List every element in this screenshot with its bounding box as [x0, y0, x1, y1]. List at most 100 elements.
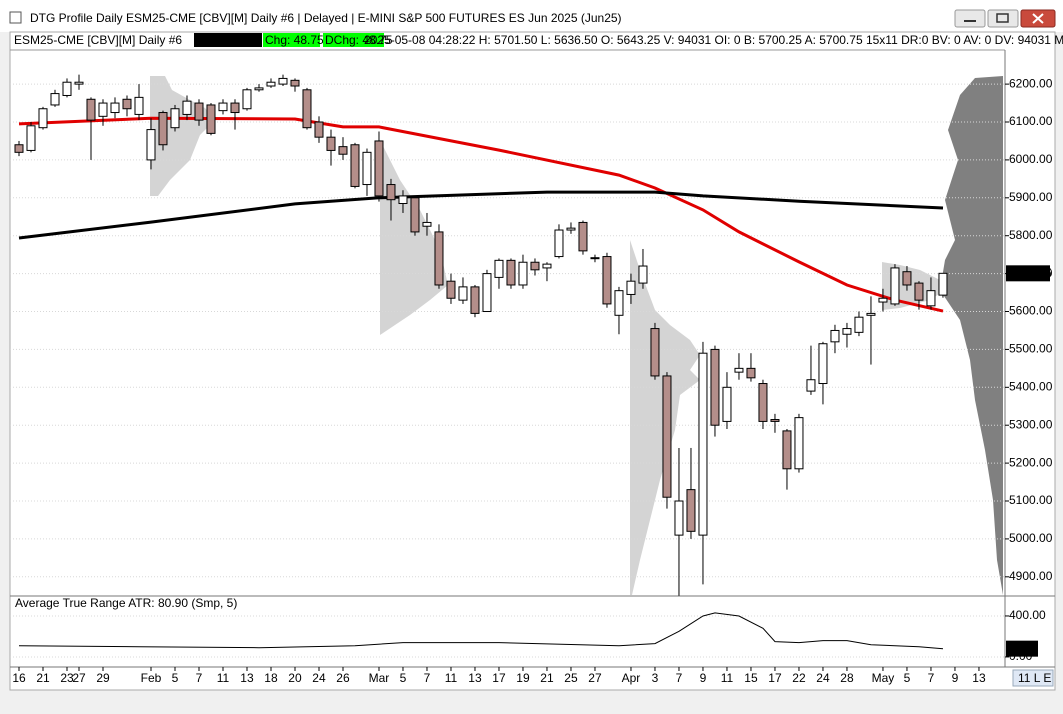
candle-body [830, 329, 840, 343]
candle-body [482, 273, 492, 313]
atr-tick-label: 400.00 [1009, 608, 1046, 622]
candle-body [842, 328, 852, 335]
candle-body [662, 375, 672, 498]
corner-box [1012, 669, 1054, 687]
candle-body [926, 290, 936, 307]
candle-body [470, 286, 480, 314]
x-tick-label: 17 [492, 671, 506, 685]
x-tick-label: 13 [468, 671, 482, 685]
x-tick-label: 3 [652, 671, 659, 685]
y-tick-label: 4900.00 [1009, 569, 1053, 583]
y-tick-label: 5600.00 [1009, 304, 1053, 318]
candle-body [770, 419, 780, 422]
candle-body [386, 184, 396, 201]
last-price-label: 5700.75 [1008, 265, 1052, 279]
candle-body [206, 104, 216, 134]
change-badge [263, 33, 320, 47]
candle-body [134, 96, 144, 115]
candle-body [530, 261, 540, 271]
candle-body [230, 102, 240, 114]
candle-body [242, 89, 252, 110]
x-tick-label: 9 [952, 671, 959, 685]
title-bar [0, 0, 1063, 32]
x-tick-label: 13 [972, 671, 986, 685]
y-tick-label: 5000.00 [1009, 531, 1053, 545]
candle-body [890, 267, 900, 305]
candle-body [902, 271, 912, 286]
candle-body [182, 100, 192, 115]
candle-body [290, 79, 300, 87]
x-tick-label: Mar [369, 671, 390, 685]
x-tick-label: 7 [424, 671, 431, 685]
corner-label: 11 L E [1018, 671, 1051, 685]
candle-body [854, 316, 864, 333]
candle-body [938, 272, 948, 296]
volume-profile [380, 140, 448, 335]
y-tick-label: 5500.00 [1009, 342, 1053, 356]
atr-last-label: 80.90 [1008, 641, 1038, 655]
x-tick-label: 13 [240, 671, 254, 685]
candle-body [218, 102, 228, 112]
maximize-button[interactable] [987, 9, 1019, 28]
candle-body [314, 121, 324, 138]
atr-title: Average True Range ATR: 80.90 (Smp, 5) [15, 596, 237, 610]
candle-body [758, 383, 768, 422]
x-tick-label: 9 [700, 671, 707, 685]
maximize-icon [996, 13, 1009, 23]
x-tick-label: 25 [564, 671, 578, 685]
x-tick-label: 15 [744, 671, 758, 685]
candle-body [746, 367, 756, 379]
candle-body [254, 87, 264, 91]
candle-body [26, 125, 36, 151]
change-badge [323, 33, 384, 47]
minimize-button[interactable] [954, 9, 986, 28]
candle-body [626, 280, 636, 295]
candle-body [338, 146, 348, 155]
candle-body [614, 290, 624, 316]
candle-body [110, 102, 120, 114]
x-tick-label: 11 [445, 671, 458, 685]
candle-body [542, 263, 552, 269]
candle-body [650, 328, 660, 377]
candle-body [350, 144, 360, 187]
candle-body [506, 259, 516, 286]
candle-body [302, 89, 312, 129]
candle-body [866, 312, 876, 316]
app-icon [9, 11, 22, 24]
atr-line [18, 612, 944, 650]
close-icon [1032, 13, 1044, 24]
x-tick-label: 5 [400, 671, 407, 685]
candle-body [578, 221, 588, 252]
x-tick-label: 24 [816, 671, 830, 685]
x-tick-label: 7 [196, 671, 203, 685]
x-tick-label: 5 [172, 671, 179, 685]
y-tick-label: 5200.00 [1009, 455, 1053, 469]
candle-body [98, 102, 108, 117]
candle-body [14, 144, 24, 153]
x-tick-label: 17 [768, 671, 782, 685]
x-tick-label: 21 [540, 671, 554, 685]
candle-body [62, 81, 72, 96]
candle-body [782, 430, 792, 470]
candle-body [38, 108, 48, 129]
candle-body [422, 221, 432, 227]
x-tick-label: 7 [928, 671, 935, 685]
candle-body [74, 81, 84, 85]
x-tick-label: 7 [676, 671, 683, 685]
x-tick-label: 18 [264, 671, 278, 685]
candle-body [722, 386, 732, 422]
candle-body [518, 261, 528, 286]
candle-body [50, 93, 60, 106]
x-tick-label: 11 [217, 671, 230, 685]
candle-body [878, 297, 888, 303]
info-text: C: 5700.75 [196, 33, 255, 47]
candle-body [734, 367, 744, 373]
info-text: ESM25-CME [CBV][M] Daily #6 [14, 33, 182, 47]
candle-body [566, 227, 576, 231]
y-tick-label: 5400.00 [1009, 379, 1053, 393]
x-tick-label: 16 [12, 671, 26, 685]
x-tick-label: 22 [792, 671, 806, 685]
info-text: 2025-05-08 04:28:22 H: 5701.50 L: 5636.5… [364, 33, 1063, 47]
candle-body [122, 98, 132, 110]
x-tick-label: 21 [36, 671, 50, 685]
